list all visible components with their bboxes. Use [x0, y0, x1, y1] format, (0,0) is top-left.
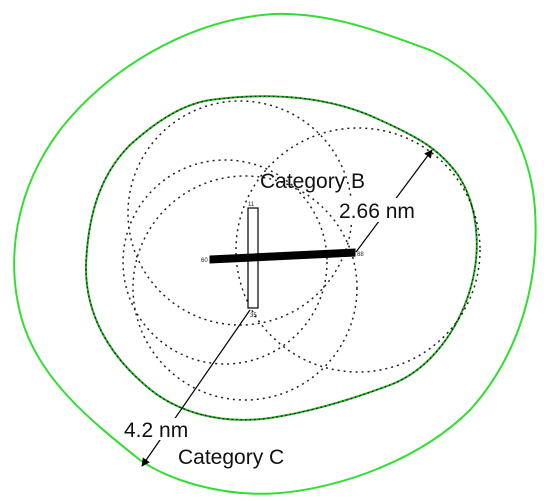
- horizontal-rod: 60 88: [201, 248, 364, 264]
- horizontal-rod-right-label: 88: [357, 252, 364, 258]
- category-c-boundary: [13, 12, 537, 495]
- category-c-distance-arrow: [141, 309, 251, 467]
- dotted-circle-left: [122, 159, 328, 365]
- category-b-boundary: [84, 95, 478, 421]
- dotted-circles: [122, 100, 481, 401]
- vertical-rod-bottom-label: 35: [250, 313, 257, 319]
- horizontal-rod-left-label: 60: [201, 258, 208, 264]
- dotted-circle-right: [235, 127, 481, 373]
- category-b-label: Category B: [260, 170, 365, 193]
- dotted-circle-bottom: [132, 175, 358, 401]
- category-b-distance-label: 2.66 nm: [339, 200, 415, 223]
- category-c-distance-label: 4.2 nm: [124, 419, 188, 442]
- vertical-rod-top-label: 11: [248, 202, 255, 208]
- category-c-label: Category C: [178, 446, 284, 469]
